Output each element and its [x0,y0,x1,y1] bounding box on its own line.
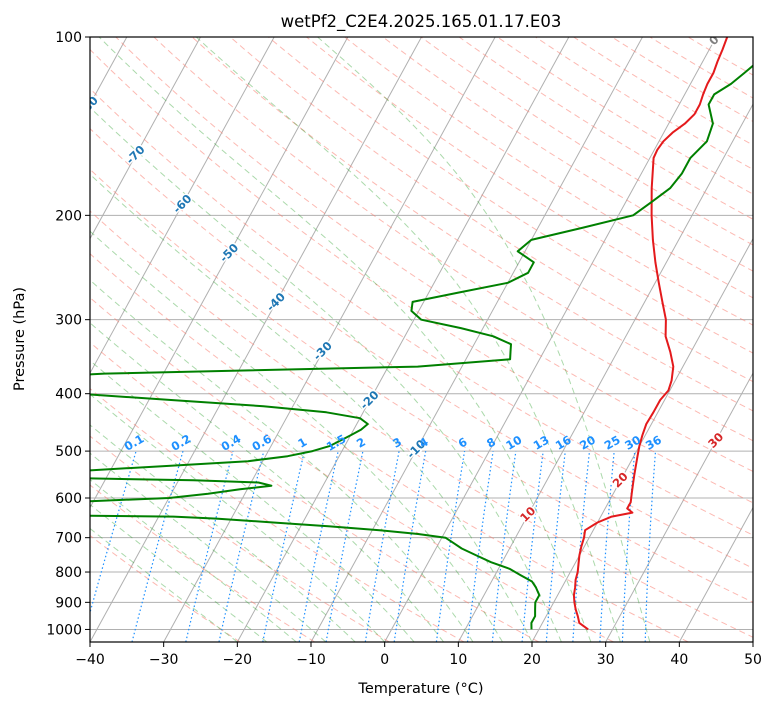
y-tick-label: 300 [55,313,82,329]
y-tick-label: 800 [55,565,82,581]
y-tick-label: 500 [55,444,82,460]
x-tick-label: −10 [296,652,326,668]
x-tick-label: −30 [149,652,179,668]
y-tick-label: 1000 [46,622,82,638]
x-tick-label: 20 [523,652,541,668]
x-tick-label: 10 [449,652,467,668]
y-tick-label: 100 [55,30,82,46]
chart-title: wetPf2_C2E4.2025.165.01.17.E03 [281,12,562,32]
y-tick-label: 200 [55,208,82,224]
y-axis-title: Pressure (hPa) [12,287,28,391]
x-tick-label: 40 [670,652,688,668]
y-tick-label: 600 [55,491,82,507]
x-tick-label: 30 [597,652,615,668]
y-tick-label: 400 [55,387,82,403]
y-tick-label: 900 [55,595,82,611]
x-axis-title: Temperature (°C) [357,681,483,697]
x-tick-label: −40 [75,652,105,668]
x-tick-label: 50 [744,652,762,668]
y-tick-label: 700 [55,531,82,547]
x-tick-label: −20 [223,652,253,668]
x-tick-label: 0 [380,652,389,668]
